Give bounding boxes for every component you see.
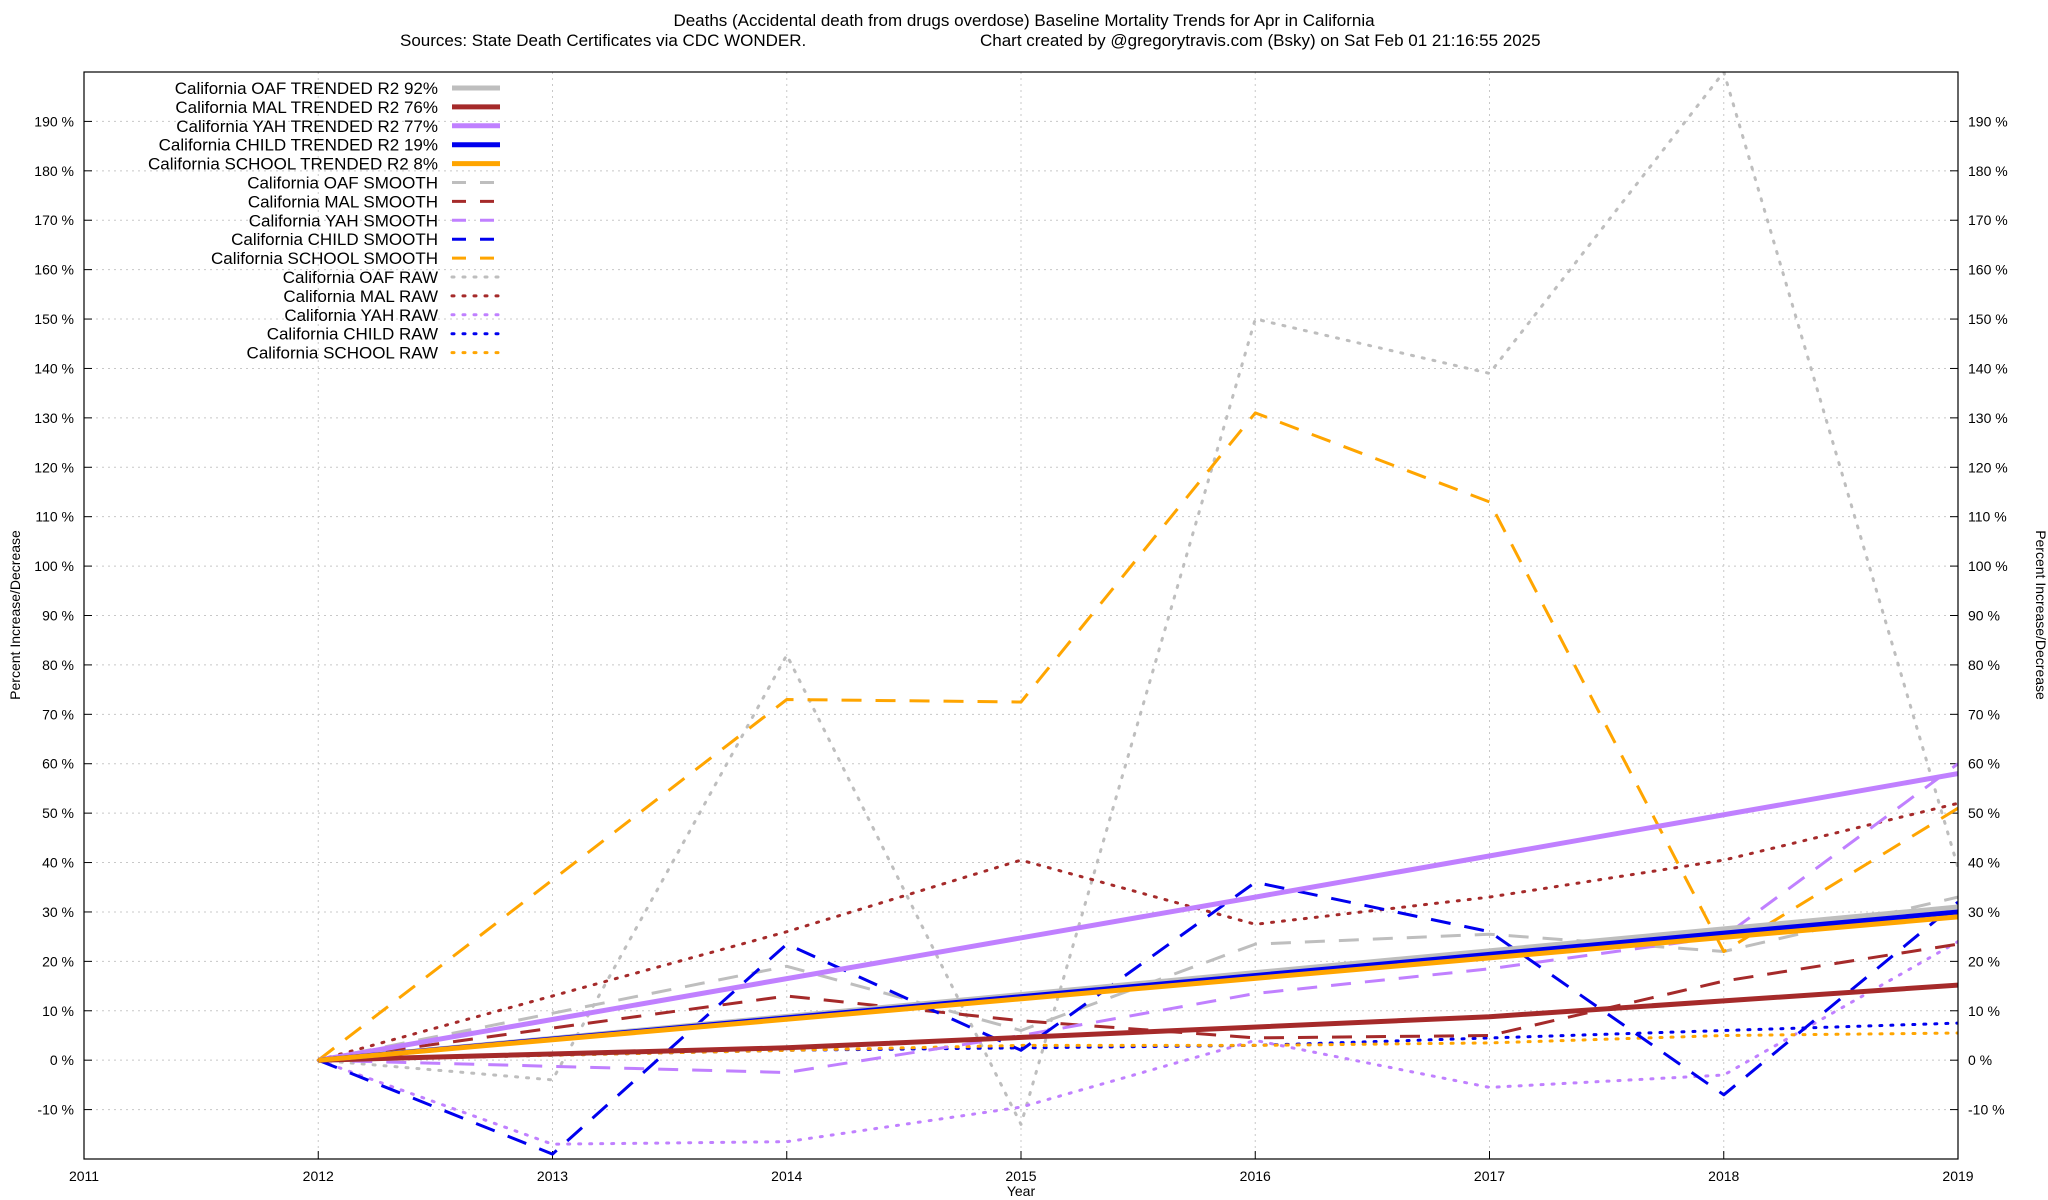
y-tick-label-left: 170 % — [34, 212, 74, 228]
y-tick-label-right: 180 % — [1968, 163, 2008, 179]
legend-label: California CHILD TRENDED R2 19% — [159, 136, 438, 155]
y-tick-label-left: 130 % — [34, 410, 74, 426]
legend-label: California MAL TRENDED R2 76% — [175, 98, 438, 117]
y-tick-label-right: 80 % — [1968, 657, 2000, 673]
legend-label: California OAF TRENDED R2 92% — [175, 79, 438, 98]
y-tick-label-left: 30 % — [42, 904, 74, 920]
y-tick-label-right: 120 % — [1968, 459, 2008, 475]
y-tick-label-left: 180 % — [34, 163, 74, 179]
series-line-school-smooth — [317, 411, 1958, 1062]
y-tick-label-left: 100 % — [34, 558, 74, 574]
legend-label: California SCHOOL TRENDED R2 8% — [148, 155, 438, 174]
y-tick-label-right: 70 % — [1968, 706, 2000, 722]
x-axis-label: Year — [1007, 1183, 1036, 1199]
y-tick-label-left: -10 % — [37, 1102, 74, 1118]
y-tick-label-left: 110 % — [35, 509, 74, 525]
axis-ticks: 2011 2012 2013 2014 2015 2016 2017 2018 2019 -10 … — [34, 113, 2007, 1184]
x-tick-label: 2013 — [537, 1168, 568, 1184]
y-tick-label-left: 60 % — [42, 756, 74, 772]
y-tick-label-right: 100 % — [1968, 558, 2008, 574]
y-tick-label-left: 190 % — [34, 113, 74, 129]
y-axis-label-right: Percent Increase/Decrease — [2033, 530, 2048, 700]
legend-label: California MAL SMOOTH — [248, 192, 438, 211]
y-axis-label-left: Percent Increase/Decrease — [7, 530, 23, 700]
series-line-school-trended — [318, 914, 1958, 1063]
y-tick-label-left: 20 % — [42, 953, 74, 969]
y-tick-label-right: 30 % — [1968, 904, 2000, 920]
x-tick-label: 2016 — [1240, 1168, 1271, 1184]
legend-label: California OAF SMOOTH — [247, 174, 438, 193]
y-tick-label-left: 70 % — [42, 706, 74, 722]
y-tick-label-right: 140 % — [1968, 360, 2008, 376]
series-line-mal-trended — [318, 982, 1958, 1063]
x-tick-label: 2019 — [1942, 1168, 1973, 1184]
legend-label: California CHILD RAW — [267, 325, 438, 344]
y-tick-label-right: 10 % — [1968, 1003, 2000, 1019]
series-line-oaf-raw — [316, 72, 1958, 1126]
y-tick-label-right: 150 % — [1968, 311, 2008, 327]
x-tick-label: 2012 — [303, 1168, 334, 1184]
chart-title-credit: Chart created by @gregorytravis.com (Bsk… — [980, 31, 1541, 50]
series-line-child-smooth — [317, 880, 1958, 1156]
x-tick-label: 2015 — [1005, 1168, 1036, 1184]
legend-label: California SCHOOL RAW — [247, 344, 438, 363]
y-tick-label-right: 20 % — [1968, 953, 2000, 969]
legend-label: California YAH TRENDED R2 77% — [176, 117, 438, 136]
y-tick-label-right: 40 % — [1968, 855, 2000, 871]
y-tick-label-left: 50 % — [42, 805, 74, 821]
series-line-yah-raw — [316, 940, 1958, 1146]
y-tick-label-right: 170 % — [1968, 212, 2008, 228]
legend-label: California OAF RAW — [283, 268, 438, 287]
plot-frame — [83, 71, 1959, 1160]
y-tick-label-left: 0 % — [50, 1052, 74, 1068]
x-tick-label: 2014 — [771, 1168, 802, 1184]
y-tick-label-right: 60 % — [1968, 756, 2000, 772]
legend-label: California YAH SMOOTH — [249, 211, 438, 230]
y-tick-label-left: 10 % — [42, 1003, 74, 1019]
x-tick-label: 2017 — [1474, 1168, 1505, 1184]
y-tick-label-left: 160 % — [34, 262, 74, 278]
x-tick-label: 2018 — [1708, 1168, 1739, 1184]
x-tick-label: 2011 — [69, 1168, 99, 1184]
series-line-mal-raw — [316, 801, 1958, 1062]
grid — [84, 72, 1958, 1159]
series-line-yah-trended — [317, 771, 1958, 1063]
series-line-school-raw — [316, 1031, 1958, 1062]
y-tick-label-left: 40 % — [42, 855, 74, 871]
chart-title: Deaths (Accidental death from drugs over… — [400, 11, 1541, 50]
y-tick-label-left: 120 % — [34, 459, 74, 475]
y-tick-label-left: 80 % — [42, 657, 74, 673]
series-lines — [316, 72, 1958, 1156]
y-tick-label-right: -10 % — [1968, 1102, 2005, 1118]
y-tick-label-right: 50 % — [1968, 805, 2000, 821]
y-tick-label-right: 130 % — [1968, 410, 2008, 426]
y-tick-label-left: 90 % — [42, 608, 74, 624]
legend-label: California MAL RAW — [283, 287, 438, 306]
y-tick-label-right: 190 % — [1968, 113, 2008, 129]
y-tick-label-left: 140 % — [34, 360, 74, 376]
legend-label: California CHILD SMOOTH — [231, 230, 438, 249]
legend: California OAF TRENDED R2 92%California … — [148, 79, 502, 363]
chart-title-line1: Deaths (Accidental death from drugs over… — [673, 11, 1375, 30]
y-tick-label-right: 160 % — [1968, 262, 2008, 278]
legend-label: California YAH RAW — [284, 306, 438, 325]
y-tick-label-right: 0 % — [1968, 1052, 1992, 1068]
legend-label: California SCHOOL SMOOTH — [211, 249, 438, 268]
y-tick-label-right: 110 % — [1968, 509, 2007, 525]
y-tick-label-left: 150 % — [34, 311, 74, 327]
y-tick-label-right: 90 % — [1968, 608, 2000, 624]
chart-title-sources: Sources: State Death Certificates via CD… — [400, 31, 806, 50]
